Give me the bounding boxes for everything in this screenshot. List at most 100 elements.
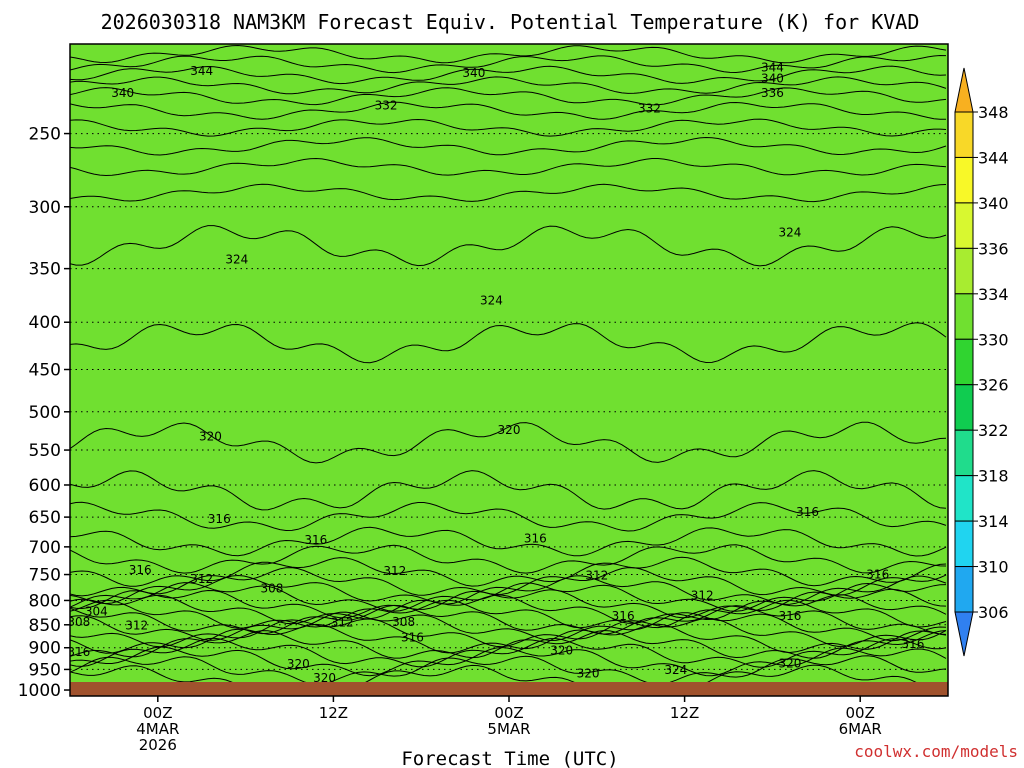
contour-line (70, 470, 947, 511)
contour-label: 340 (761, 72, 784, 86)
colorbar-label: 334 (978, 285, 1009, 304)
contour-line (70, 118, 947, 137)
contour-line (70, 556, 947, 587)
contour-line (70, 582, 947, 612)
contour-line (70, 664, 947, 695)
colorbar-swatch (954, 384, 974, 431)
contour-line (70, 501, 947, 532)
y-tick-label: 300 (29, 198, 61, 218)
colorbar-label: 314 (978, 512, 1009, 531)
contour-line (70, 183, 947, 203)
contour-label: 320 (313, 671, 336, 685)
contour-label: 316 (866, 568, 889, 582)
contour-line (70, 588, 947, 619)
contour-value: 316 (304, 533, 327, 547)
contour-label: 316 (70, 645, 90, 659)
contour-value: 316 (796, 505, 819, 519)
contour-value: 320 (313, 671, 336, 685)
colorbar-swatch (954, 156, 974, 204)
colorbar-label: 336 (978, 239, 1009, 258)
contour-label: 316 (901, 637, 924, 651)
x-tick-label: 12Z (319, 704, 348, 722)
contour-label: 312 (125, 619, 148, 633)
colorbar-label: 318 (978, 467, 1009, 486)
contour-label: 312 (691, 588, 714, 602)
contour-value: 332 (638, 102, 661, 116)
colorbar-swatch (954, 247, 974, 295)
x-tick-label: 4MAR (136, 720, 179, 738)
colorbar-swatch (954, 202, 974, 249)
contour-value: 312 (190, 572, 213, 586)
x-tick-label: 2026 (139, 736, 177, 754)
contour-value: 320 (779, 656, 802, 670)
contour-label: 324 (664, 663, 687, 677)
contour-value: 316 (524, 532, 547, 546)
contour-label: 320 (550, 643, 573, 657)
contour-value: 312 (691, 588, 714, 602)
contour-line (70, 136, 947, 156)
contour-label: 316 (208, 512, 231, 526)
x-tick-label: 5MAR (487, 720, 530, 738)
contour-value: 344 (761, 60, 784, 74)
y-tick-label: 350 (29, 260, 61, 280)
contour-label: 324 (779, 226, 802, 240)
contour-value: 320 (550, 643, 573, 657)
chart-title: 2026030318 NAM3KM Forecast Equiv. Potent… (101, 10, 920, 34)
contour-label: 320 (498, 423, 521, 437)
contour-value: 304 (85, 604, 108, 618)
contour-label: 340 (462, 66, 485, 80)
contour-line (70, 44, 947, 64)
y-tick-label: 400 (29, 313, 61, 333)
contour-line (70, 629, 947, 659)
x-tick-label: 6MAR (839, 720, 882, 738)
contour-line (70, 322, 947, 364)
contour-line (70, 646, 947, 677)
contour-line (70, 157, 947, 177)
y-tick-label: 500 (29, 403, 61, 423)
contour-value: 312 (125, 619, 148, 633)
contour-line (70, 544, 947, 574)
contour-line (70, 611, 947, 642)
x-tick-label: 00Z (494, 704, 523, 722)
y-tick-label: 650 (29, 508, 61, 528)
contour-label: 308 (70, 615, 90, 629)
colorbar-swatch (954, 338, 974, 386)
contour-value: 312 (585, 569, 608, 583)
contour-value: 340 (462, 66, 485, 80)
contour-value: 324 (480, 294, 503, 308)
x-tick-label: 12Z (670, 704, 699, 722)
contour-value: 316 (401, 630, 424, 644)
contour-value: 324 (225, 252, 248, 266)
y-tick-label: 800 (29, 591, 61, 611)
contour-value: 320 (199, 430, 222, 444)
contour-label: 316 (612, 609, 635, 623)
contour-value: 312 (331, 615, 354, 629)
contour-label: 316 (401, 630, 424, 644)
contour-value: 344 (190, 64, 213, 78)
y-tick-label: 1000 (18, 681, 61, 701)
y-tick-label: 900 (29, 639, 61, 659)
contour-label: 332 (638, 102, 661, 116)
colorbar-label: 306 (978, 603, 1009, 622)
contour-label: 304 (85, 604, 108, 618)
y-tick-label: 850 (29, 616, 61, 636)
colorbar-label: 340 (978, 194, 1009, 213)
y-tick-label: 950 (29, 660, 61, 680)
terrain-surface (70, 682, 948, 696)
contour-label: 308 (392, 615, 415, 629)
credit-link[interactable]: coolwx.com/models (854, 742, 1018, 761)
contour-value: 316 (866, 568, 889, 582)
contour-value: 320 (577, 667, 600, 681)
contour-label: 312 (585, 569, 608, 583)
contour-label: 316 (129, 563, 152, 577)
contour-value: 332 (375, 98, 398, 112)
contour-label: 312 (190, 572, 213, 586)
contour-line (70, 87, 947, 106)
contour-value: 324 (779, 226, 802, 240)
contour-line (70, 599, 947, 629)
contour-label: 312 (383, 564, 406, 578)
colorbar-swatch (954, 111, 974, 158)
contour-value: 316 (129, 563, 152, 577)
